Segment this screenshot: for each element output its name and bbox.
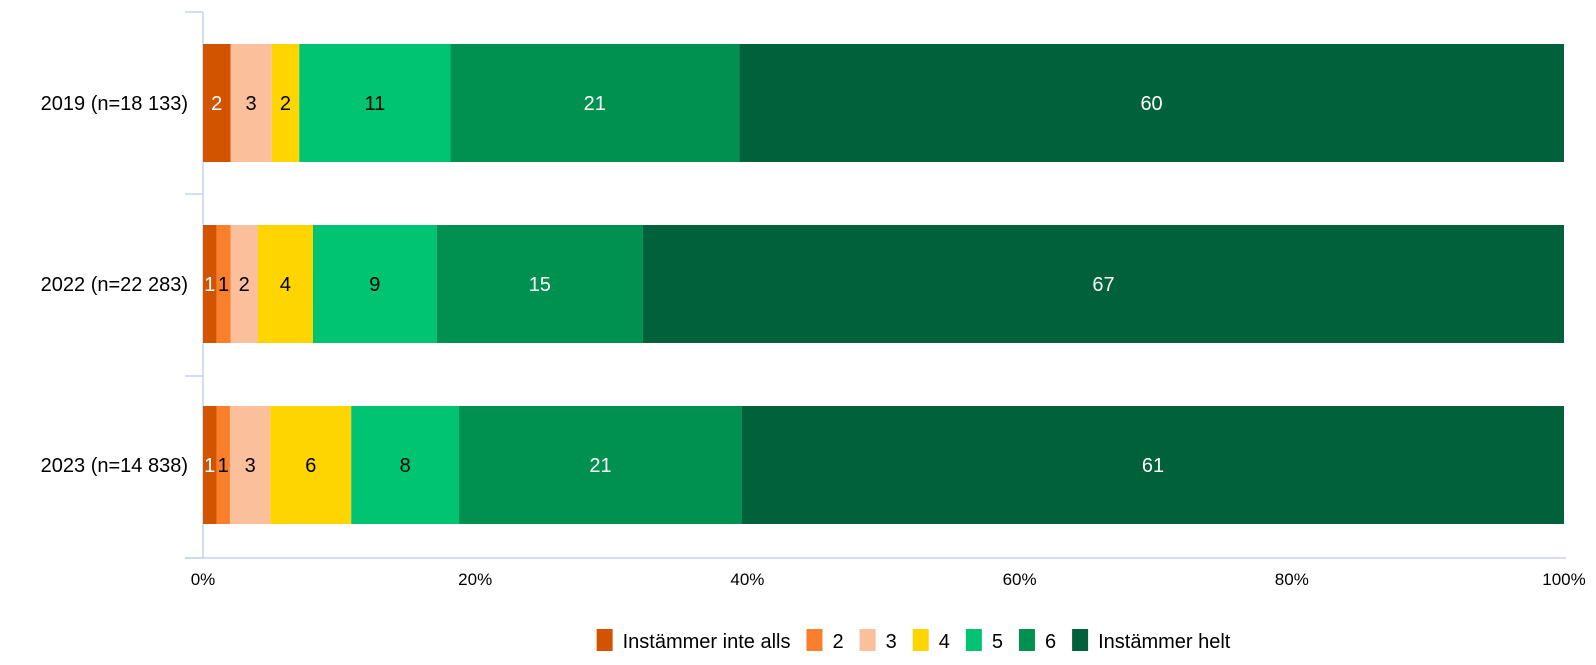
legend-swatch — [1018, 629, 1035, 651]
bar-segment — [270, 406, 352, 524]
legend-label: 5 — [992, 631, 1003, 653]
bar-segment — [230, 225, 258, 343]
legend: Instämmer inte alls 2 3 4 5 6 Instämmer helt — [596, 629, 1231, 653]
data-label: 9 — [369, 274, 380, 296]
data-label: 3 — [245, 455, 256, 477]
bar-segment — [229, 406, 271, 524]
x-tick-label: 20% — [458, 570, 492, 589]
data-label: 1 — [204, 455, 215, 477]
data-label: 67 — [1092, 274, 1114, 296]
x-tick-label: 60% — [1003, 570, 1037, 589]
category-labels: 2019 (n=18 133) 2022 (n=22 283) 2023 (n=14… — [41, 93, 188, 477]
data-label: 15 — [529, 274, 551, 296]
x-tick-labels: 0% 20% 40% 60% 80% 100% — [191, 570, 1586, 589]
data-label: 21 — [589, 455, 611, 477]
bar-segment — [203, 44, 231, 162]
bar-segment — [742, 406, 1564, 524]
data-label: 60 — [1140, 93, 1162, 115]
legend-swatch — [912, 629, 929, 651]
legend-label: Instämmer helt — [1098, 631, 1231, 653]
bar-segment — [257, 225, 313, 343]
legend-label: 6 — [1045, 631, 1056, 653]
legend-label: 3 — [886, 631, 897, 653]
bar-segment — [642, 225, 1564, 343]
bar-segment — [299, 44, 451, 162]
data-label: 2 — [280, 93, 291, 115]
data-label: 2 — [239, 274, 250, 296]
bar-segment — [312, 225, 437, 343]
legend-swatch — [1072, 629, 1089, 651]
legend-swatch — [596, 629, 613, 651]
bar-segment — [436, 225, 643, 343]
x-tick-label: 100% — [1542, 570, 1585, 589]
x-tick-label: 80% — [1275, 570, 1309, 589]
legend-label: 4 — [939, 631, 950, 653]
category-label: 2022 (n=22 283) — [41, 274, 188, 296]
category-label: 2019 (n=18 133) — [41, 93, 188, 115]
bar-segment — [203, 406, 217, 524]
bar-segment — [216, 225, 231, 343]
bar-segment — [351, 406, 460, 524]
data-label: 21 — [584, 93, 606, 115]
legend-swatch — [965, 629, 982, 651]
bar-segment — [216, 406, 230, 524]
data-label: 11 — [364, 93, 385, 115]
data-label: 1 — [218, 274, 229, 296]
data-label: 1 — [204, 274, 215, 296]
legend-swatch — [859, 629, 876, 651]
x-tick-label: 40% — [730, 570, 764, 589]
legend-swatch — [806, 629, 823, 651]
bars: 2 3 2 11 21 601 1 2 4 9 15 671 1 3 6 8 21 61 — [203, 44, 1564, 524]
legend-label: Instämmer inte alls — [623, 631, 791, 653]
legend-label: 2 — [832, 631, 843, 653]
bar-segment — [271, 44, 300, 162]
x-tick-label: 0% — [191, 570, 216, 589]
data-label: 6 — [305, 455, 316, 477]
data-label: 1 — [218, 455, 229, 477]
data-label: 3 — [246, 93, 257, 115]
data-label: 61 — [1142, 455, 1164, 477]
bar-segment — [459, 406, 743, 524]
category-label: 2023 (n=14 838) — [41, 455, 188, 477]
data-label: 4 — [280, 274, 291, 296]
bar-segment — [203, 225, 217, 343]
bar-segment — [450, 44, 740, 162]
data-label: 8 — [400, 455, 411, 477]
data-label: 2 — [211, 93, 222, 115]
bar-segment — [230, 44, 272, 162]
bar-segment — [739, 44, 1564, 162]
